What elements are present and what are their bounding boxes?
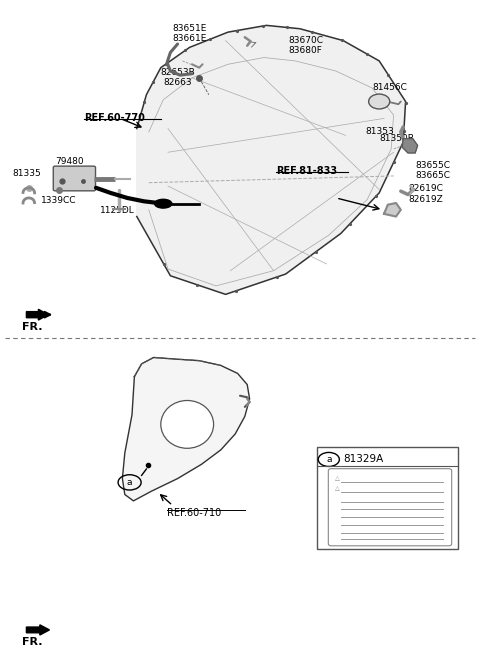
Text: 79480
79490: 79480 79490 xyxy=(55,157,84,177)
Polygon shape xyxy=(402,139,418,153)
Text: 83655C
83665C: 83655C 83665C xyxy=(415,161,450,180)
FancyBboxPatch shape xyxy=(53,166,96,191)
Text: REF.81-833: REF.81-833 xyxy=(276,166,337,176)
Text: a: a xyxy=(326,455,332,464)
Text: 1125DL: 1125DL xyxy=(100,206,135,215)
Text: 83670C
83680F: 83670C 83680F xyxy=(288,35,323,55)
Text: REF.60-710: REF.60-710 xyxy=(167,508,221,518)
Ellipse shape xyxy=(155,199,172,208)
FancyArrow shape xyxy=(26,625,49,635)
Polygon shape xyxy=(137,26,406,294)
Text: 82619C
82619Z: 82619C 82619Z xyxy=(408,185,443,204)
Text: 1339CC: 1339CC xyxy=(41,196,76,205)
Text: a: a xyxy=(127,478,132,487)
Text: 83651E
83661E: 83651E 83661E xyxy=(172,24,207,43)
Text: △: △ xyxy=(335,475,340,480)
Text: FR.: FR. xyxy=(22,637,42,647)
FancyArrow shape xyxy=(26,309,48,320)
Text: 82653B
82663: 82653B 82663 xyxy=(160,68,195,87)
FancyBboxPatch shape xyxy=(328,468,452,546)
FancyBboxPatch shape xyxy=(317,447,458,549)
Text: △: △ xyxy=(335,485,340,490)
Text: FR.: FR. xyxy=(22,322,42,332)
Text: 81329A: 81329A xyxy=(343,455,384,464)
Polygon shape xyxy=(122,357,250,501)
Text: 81353: 81353 xyxy=(366,127,395,136)
Text: 81456C: 81456C xyxy=(372,83,407,92)
Circle shape xyxy=(369,94,390,109)
Polygon shape xyxy=(384,203,401,217)
Text: REF.60-770: REF.60-770 xyxy=(84,114,145,124)
Text: 81335: 81335 xyxy=(12,170,41,178)
Text: 81350B: 81350B xyxy=(379,133,414,143)
Ellipse shape xyxy=(161,401,214,448)
